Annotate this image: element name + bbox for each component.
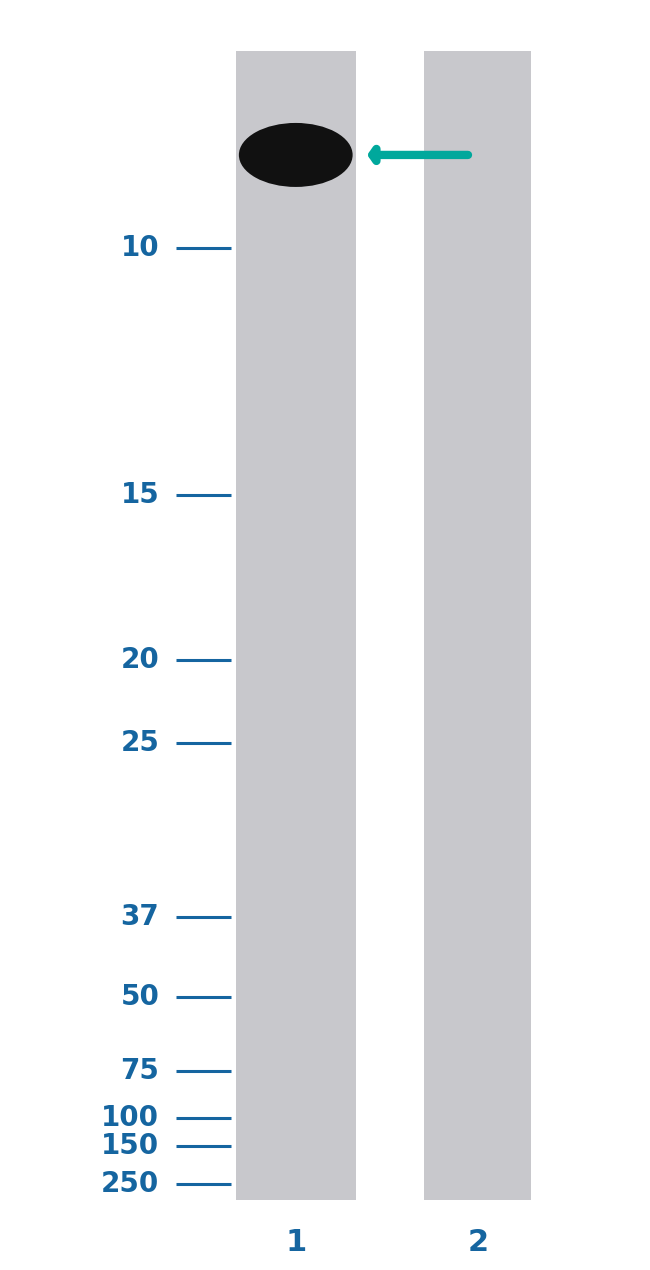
Text: 100: 100 — [101, 1104, 159, 1132]
Text: 1: 1 — [285, 1228, 306, 1256]
Bar — [236, 51, 356, 1200]
Text: 37: 37 — [120, 903, 159, 931]
Text: 250: 250 — [101, 1170, 159, 1198]
Ellipse shape — [239, 123, 352, 187]
Text: 75: 75 — [120, 1057, 159, 1085]
Text: 15: 15 — [120, 481, 159, 509]
Text: 20: 20 — [120, 646, 159, 674]
Text: 2: 2 — [467, 1228, 488, 1256]
Text: 10: 10 — [121, 234, 159, 262]
Text: 50: 50 — [120, 983, 159, 1011]
Text: 150: 150 — [101, 1132, 159, 1160]
Bar — [424, 51, 532, 1200]
Text: 25: 25 — [120, 729, 159, 757]
